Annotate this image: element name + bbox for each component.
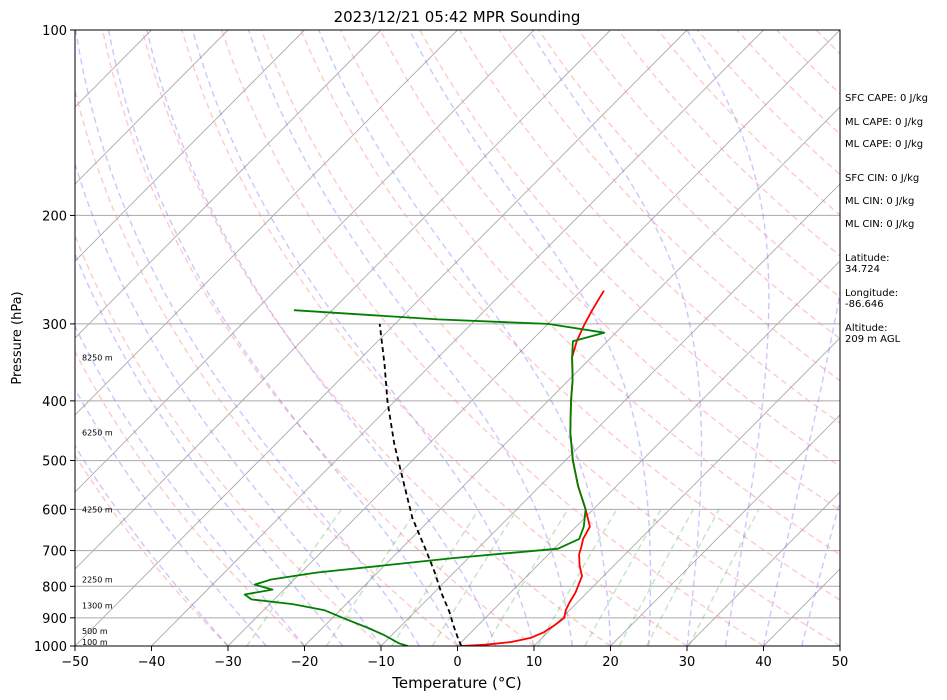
chart-title: 2023/12/21 05:42 MPR Sounding <box>334 8 581 26</box>
mixing-ratio-line <box>645 508 720 646</box>
dry-adiabat-line <box>75 233 382 646</box>
x-tick-label: 20 <box>602 655 619 670</box>
dry-adiabat-line <box>101 30 535 646</box>
mixing-ratio-line <box>431 508 518 646</box>
isotherm-line <box>610 414 840 646</box>
x-tick-label: −30 <box>214 655 241 670</box>
isotherm-line <box>75 30 535 493</box>
x-tick-label: −50 <box>61 655 88 670</box>
altitude-text: Altitude: 209 m AGL <box>845 323 901 345</box>
ml-cin-text-2: ML CIN: 0 J/kg <box>845 219 915 230</box>
x-tick-label: 30 <box>679 655 696 670</box>
temperature-profile-line <box>461 290 605 646</box>
height-label: 2250 m <box>82 576 113 585</box>
isotherm-line <box>380 183 840 646</box>
y-axis-label: Pressure (hPa) <box>10 291 25 384</box>
x-tick-label: 10 <box>526 655 543 670</box>
parcel-profile-line <box>378 323 463 646</box>
dry-adiabat-line <box>75 350 305 646</box>
x-tick-label: −10 <box>367 655 394 670</box>
axis-layer: −50 −40 −30 −20 −10 0 10 20 30 40 50 1000 900 800 700 6… <box>34 24 848 670</box>
isotherm-line <box>533 337 840 646</box>
height-label: 6250 m <box>82 428 113 437</box>
mixing-ratio-line <box>584 508 662 646</box>
mixing-ratio-line <box>688 508 760 646</box>
moist-adiabat-line <box>318 30 612 646</box>
moist-adiabat-line <box>801 499 840 646</box>
x-axis-label: Temperature (°C) <box>391 674 521 692</box>
series-layer <box>243 290 606 646</box>
y-tick-label: 200 <box>42 209 67 224</box>
isotherm-line <box>75 30 382 339</box>
isotherm-line <box>75 30 305 262</box>
moist-adiabat-line <box>75 161 382 646</box>
x-tick-label: −40 <box>138 655 165 670</box>
dry-adiabat-line <box>181 30 688 646</box>
ml-cin-text-1: ML CIN: 0 J/kg <box>845 196 915 207</box>
sfc-cape-text: SFC CAPE: 0 J/kg <box>845 93 928 104</box>
moist-adiabat-line <box>247 30 573 646</box>
ml-cape-text-2: ML CAPE: 0 J/kg <box>845 139 924 150</box>
moist-adiabat-line <box>408 30 652 646</box>
height-label: 500 m <box>82 627 108 636</box>
dry-adiabat-line <box>577 30 840 298</box>
moist-adiabat-line <box>686 30 770 646</box>
isotherm-line <box>75 30 688 646</box>
height-label: 8250 m <box>82 353 113 362</box>
latitude-text: Latitude: 34.724 <box>845 253 890 275</box>
moist-adiabat-line <box>75 251 344 646</box>
height-label: 4250 m <box>82 505 113 514</box>
y-tick-label: 800 <box>42 580 67 595</box>
isotherm-line <box>75 30 458 416</box>
mixing-ratio-line <box>325 508 418 646</box>
isotherm-line <box>227 30 840 646</box>
y-tick-label: 900 <box>42 612 67 627</box>
moist-adiabat-line <box>107 30 459 646</box>
y-tick-label: 300 <box>42 318 67 333</box>
y-tick-label: 600 <box>42 503 67 518</box>
moist-adiabat-line <box>191 30 535 646</box>
isotherm-line <box>304 106 840 646</box>
isotherm-line <box>75 30 611 570</box>
isotherm-line <box>686 491 840 646</box>
moist-adiabat-line <box>75 30 420 646</box>
mixing-ratio-line <box>618 508 694 646</box>
y-tick-label: 1000 <box>34 640 67 655</box>
longitude-text: Longitude: -86.646 <box>845 288 899 310</box>
dry-adiabat-line <box>141 30 611 646</box>
isotherm-line <box>75 30 229 185</box>
x-tick-label: 40 <box>755 655 772 670</box>
height-label: 100 m <box>82 638 108 647</box>
grid-layer <box>75 30 840 646</box>
isotherm-line <box>151 30 764 646</box>
moist-adiabat-line <box>528 30 703 646</box>
y-tick-label: 100 <box>42 24 67 39</box>
dry-adiabat-line <box>75 87 458 646</box>
moist-adiabat-line <box>75 444 229 646</box>
height-label: 1300 m <box>82 602 113 611</box>
mixing-ratio-line <box>391 508 480 646</box>
moist-adiabat-line <box>146 30 497 646</box>
mixing-ratio-line <box>537 508 618 646</box>
mixing-ratio-line <box>485 508 569 646</box>
isotherm-line <box>457 260 840 646</box>
height-label-layer: 100 m 500 m 1300 m 2250 m 4250 m 6250 m 8250 m <box>82 353 113 647</box>
ml-cape-text-1: ML CAPE: 0 J/kg <box>845 117 924 128</box>
x-tick-label: 50 <box>832 655 849 670</box>
moist-adiabat-line <box>762 289 840 646</box>
dry-adiabat-line <box>220 30 764 646</box>
y-tick-label: 400 <box>42 395 67 410</box>
y-tick-label: 500 <box>42 455 67 470</box>
x-tick-label: 0 <box>453 655 461 670</box>
x-tick-label: −20 <box>291 655 318 670</box>
sfc-cin-text: SFC CIN: 0 J/kg <box>845 173 920 184</box>
dry-adiabat-line <box>260 30 840 646</box>
dewpoint-profile-line <box>243 309 606 646</box>
y-tick-label: 700 <box>42 545 67 560</box>
mixing-ratio-line <box>246 508 342 646</box>
